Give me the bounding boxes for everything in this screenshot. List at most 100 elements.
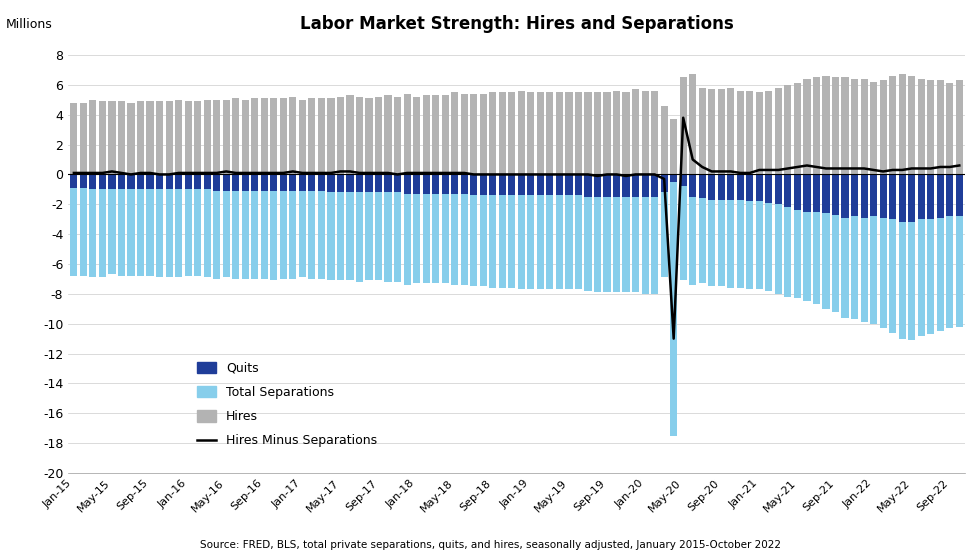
Bar <box>612 175 620 197</box>
Bar <box>612 91 620 175</box>
Bar <box>860 79 867 175</box>
Bar <box>413 97 420 175</box>
Bar <box>146 190 154 276</box>
Bar <box>709 89 715 175</box>
Bar <box>118 175 125 190</box>
Bar <box>908 222 915 340</box>
Bar <box>727 175 734 200</box>
Bar <box>794 83 801 175</box>
Bar <box>384 175 392 192</box>
Bar <box>537 196 544 289</box>
Bar <box>880 218 887 328</box>
Bar <box>318 98 325 175</box>
Bar <box>299 191 306 277</box>
Bar <box>899 74 906 175</box>
Bar <box>812 212 820 304</box>
Bar <box>71 103 77 175</box>
Bar <box>413 194 420 283</box>
Bar <box>661 175 667 192</box>
Bar <box>356 97 363 175</box>
Bar <box>565 93 572 175</box>
Bar <box>479 175 487 196</box>
Bar <box>337 97 344 175</box>
Bar <box>575 196 582 289</box>
Bar <box>204 175 211 190</box>
Bar <box>822 213 830 309</box>
Bar <box>166 101 172 175</box>
Bar <box>699 198 706 283</box>
Line: Hires Minus Separations: Hires Minus Separations <box>74 118 959 339</box>
Bar <box>717 89 725 175</box>
Bar <box>232 175 239 191</box>
Bar <box>461 175 467 194</box>
Bar <box>137 175 144 190</box>
Bar <box>175 100 182 175</box>
Bar <box>432 95 439 175</box>
Bar <box>251 98 259 175</box>
Bar <box>860 218 867 322</box>
Bar <box>642 91 649 175</box>
Bar <box>146 175 154 190</box>
Bar <box>661 106 667 175</box>
Bar <box>222 191 229 277</box>
Bar <box>717 200 725 287</box>
Bar <box>870 175 877 216</box>
Bar <box>956 80 963 175</box>
Bar <box>556 175 563 196</box>
Bar <box>784 85 792 175</box>
Bar <box>584 93 592 175</box>
Bar <box>327 175 334 192</box>
Bar <box>651 197 659 294</box>
Bar <box>299 175 306 191</box>
Bar <box>470 175 477 196</box>
Bar <box>546 175 554 196</box>
Bar <box>899 222 906 339</box>
Bar <box>784 207 792 297</box>
Bar <box>604 197 611 293</box>
Bar <box>632 89 639 175</box>
Bar <box>109 175 116 190</box>
Bar <box>709 175 715 200</box>
Bar <box>156 101 163 175</box>
Bar <box>842 218 849 318</box>
Bar <box>709 200 715 287</box>
Bar <box>832 78 839 175</box>
Bar <box>413 175 420 194</box>
Bar <box>604 93 611 175</box>
Bar <box>822 175 830 213</box>
Bar <box>765 203 772 291</box>
Bar <box>279 98 287 175</box>
Bar <box>899 175 906 222</box>
Bar <box>517 91 525 175</box>
Bar <box>947 216 954 328</box>
Bar <box>242 191 249 279</box>
Bar <box>309 98 316 175</box>
Bar <box>670 182 677 436</box>
Bar <box>99 175 106 190</box>
Bar <box>917 79 925 175</box>
Bar <box>622 197 629 293</box>
Bar <box>746 175 754 201</box>
Bar <box>527 196 534 289</box>
Bar <box>765 175 772 203</box>
Bar <box>109 190 116 274</box>
Bar <box>794 210 801 298</box>
Bar <box>118 190 125 276</box>
Bar <box>775 88 782 175</box>
Bar <box>908 175 915 222</box>
Bar <box>794 175 801 210</box>
Bar <box>812 175 820 212</box>
Bar <box>356 192 363 282</box>
Bar <box>870 216 877 323</box>
Bar <box>242 100 249 175</box>
Bar <box>812 78 820 175</box>
Text: Source: FRED, BLS, total private separations, quits, and hires, seasonally adjus: Source: FRED, BLS, total private separat… <box>200 540 780 550</box>
Bar <box>71 175 77 188</box>
Bar <box>851 216 858 319</box>
Bar <box>309 191 316 279</box>
Bar <box>432 194 439 283</box>
Bar <box>804 175 810 212</box>
Hires Minus Separations <box>297 170 309 176</box>
Bar <box>346 95 354 175</box>
Bar <box>880 80 887 175</box>
